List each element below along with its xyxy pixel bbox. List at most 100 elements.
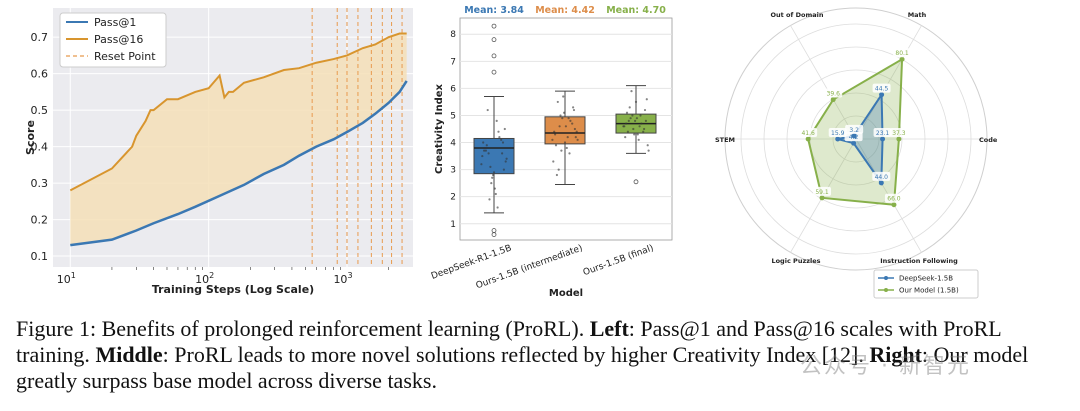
right-chart: 44.523.144.04.215.93.280.137.366.059.141… — [715, 7, 998, 299]
box-jitter-point — [563, 111, 566, 114]
left-legend-label: Pass@1 — [94, 16, 136, 29]
right-legend-label: DeepSeek-1.5B — [899, 275, 953, 283]
radar-deepseek-value: 44.0 — [872, 171, 891, 181]
box-jitter-point — [634, 100, 638, 104]
box-jitter-point — [563, 141, 567, 144]
box-jitter-point — [571, 122, 574, 125]
box-jitter-point — [623, 125, 626, 128]
box-jitter-point — [496, 206, 499, 209]
box-jitter-point — [561, 117, 564, 120]
box-jitter-point — [485, 144, 488, 147]
box-jitter-point — [489, 165, 492, 169]
radar-ours-point — [819, 195, 825, 201]
box-jitter-point — [551, 138, 554, 141]
box-jitter-point — [634, 119, 637, 122]
right-legend-marker — [884, 288, 888, 292]
box-jitter-point — [503, 127, 506, 131]
box-jitter-point — [501, 152, 504, 155]
radar-value-box — [799, 128, 818, 137]
middle-x-axis-label: Model — [549, 288, 583, 299]
box-jitter-point — [495, 119, 498, 122]
box-outlier — [491, 69, 497, 75]
box-jitter-point — [487, 152, 490, 155]
box-jitter-point — [552, 160, 555, 163]
caption-left-text: : Pass@1 and Pass@16 scales with ProRL t… — [16, 316, 1001, 367]
box-jitter-point — [643, 108, 647, 112]
radar-value-box — [873, 128, 892, 137]
box-body — [544, 116, 586, 145]
radar-spoke — [790, 25, 857, 140]
left-x-tick-label: 101 — [57, 271, 76, 286]
radar-ours-value: 41.6 — [799, 128, 818, 137]
box-jitter-point — [636, 133, 639, 136]
radar-axis-label: Instruction Following — [880, 257, 958, 265]
box-jitter-point — [568, 152, 571, 155]
caption-intro: Benefits of prolonged reinforcement lear… — [96, 316, 590, 341]
box-jitter-point — [494, 192, 497, 196]
box-jitter-point — [645, 98, 648, 101]
box-jitter-point — [498, 136, 501, 139]
radar-axis-label: Out of Domain — [771, 11, 824, 19]
middle-y-tick-label: 4 — [450, 139, 456, 149]
box-jitter-point — [491, 176, 494, 179]
left-y-tick-label: 0.6 — [31, 68, 49, 81]
radar-value-text: 23.1 — [876, 130, 890, 137]
box-jitter-point — [555, 173, 559, 177]
box-jitter-point — [505, 157, 508, 160]
radar-value-box — [889, 128, 908, 137]
radar-ours-value: 59.1 — [813, 186, 832, 196]
radar-value-text: 44.0 — [875, 174, 889, 181]
pass1-line — [70, 80, 408, 247]
radar-axis-label: Logic Puzzles — [771, 257, 820, 265]
left-chart: 0.1 0.2 0.3 0.4 0.5 0.6 0.7 101 102 103 Pass@1 Pass… — [24, 8, 413, 296]
box-jitter-point — [625, 111, 629, 114]
box-outlier — [491, 23, 497, 29]
radar-deepseek-point — [878, 180, 884, 186]
box-outlier — [491, 37, 497, 43]
box-jitter-point — [633, 133, 636, 136]
box-jitter-point — [553, 130, 556, 133]
radar-deepseek-point — [835, 136, 841, 142]
box-jitter-point — [624, 136, 627, 139]
box-jitter-point — [497, 130, 500, 133]
left-x-tick-label: 102 — [195, 271, 214, 286]
radar-deepseek-point — [880, 136, 886, 142]
left-legend-label: Pass@16 — [94, 33, 143, 46]
box-jitter-point — [627, 119, 630, 122]
box-jitter-point — [500, 138, 503, 141]
left-gap-fill — [70, 33, 407, 246]
box-jitter-point — [554, 144, 558, 147]
box-jitter-point — [486, 108, 489, 112]
box-body — [473, 137, 515, 175]
radar-value-text: 39.6 — [827, 91, 841, 98]
middle-y-tick-label: 2 — [450, 193, 456, 203]
radar-value-box — [828, 128, 847, 137]
left-y-tick-label: 0.7 — [31, 31, 49, 44]
figure-caption: Figure 1: Benefits of prolonged reinforc… — [16, 316, 1066, 394]
box-jitter-point — [635, 117, 639, 120]
box-jitter-point — [562, 95, 565, 98]
radar-deepseek-value: 23.1 — [873, 128, 892, 137]
box-jitter-point — [566, 136, 569, 139]
radar-ours-value: 80.1 — [893, 48, 912, 58]
box-jitter-point — [576, 138, 579, 141]
radar-value-box — [893, 48, 912, 58]
radar-deepseek-point — [879, 92, 885, 98]
box-jitter-point — [638, 125, 641, 128]
middle-y-tick-label: 3 — [450, 166, 456, 176]
box-outlier — [491, 53, 497, 59]
radar-ours-value: 66.0 — [884, 193, 903, 203]
box-jitter-point — [482, 141, 485, 144]
caption-right-text: : Our model greatly surpass base model a… — [16, 342, 1029, 393]
middle-y-tick-label: 5 — [450, 111, 456, 121]
box-jitter-point — [639, 114, 642, 117]
box-jitter-point — [629, 117, 632, 120]
box-jitter-point — [481, 154, 484, 158]
left-x-tick-label: 103 — [333, 271, 352, 286]
box-jitter-point — [647, 149, 650, 152]
radar-value-text: 15.9 — [831, 130, 845, 137]
box-jitter-point — [492, 171, 496, 174]
radar-value-box — [813, 186, 832, 196]
middle-x-tick-label: Ours-1.5B (final) — [582, 243, 655, 278]
